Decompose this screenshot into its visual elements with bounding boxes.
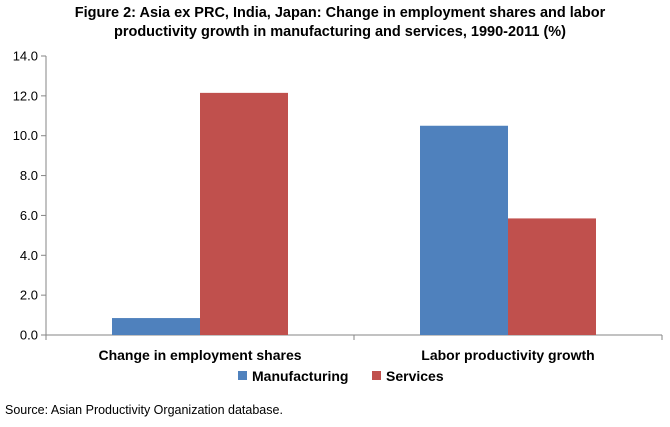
chart-title-line-2: productivity growth in manufacturing and… bbox=[113, 24, 567, 40]
source-note: Source: Asian Productivity Organization … bbox=[5, 403, 283, 417]
legend-label-services: Services bbox=[386, 368, 444, 384]
y-tick-label: 4.0 bbox=[20, 248, 38, 263]
chart-title-line-1: Figure 2: Asia ex PRC, India, Japan: Cha… bbox=[74, 5, 606, 21]
bar-services-1 bbox=[508, 218, 596, 335]
legend-swatch-manufacturing bbox=[238, 371, 247, 380]
y-tick-label: 10.0 bbox=[13, 128, 38, 143]
chart-labels: Change in employment shares Labor product… bbox=[98, 347, 594, 363]
y-tick-label: 12.0 bbox=[13, 88, 38, 103]
legend-swatch-services bbox=[372, 371, 381, 380]
y-tick-label: 14.0 bbox=[13, 49, 38, 64]
chart-legend: Manufacturing Services bbox=[238, 368, 444, 384]
legend-label-manufacturing: Manufacturing bbox=[252, 368, 348, 384]
y-tick-label: 6.0 bbox=[20, 208, 38, 223]
x-category-label: Change in employment shares bbox=[98, 347, 301, 363]
y-tick-label: 2.0 bbox=[20, 288, 38, 303]
chart-title: Figure 2: Asia ex PRC, India, Japan: Cha… bbox=[40, 4, 640, 42]
bar-chart: 0.0 2.0 4.0 6.0 8.0 10.0 12.0 14.0 Change in em… bbox=[13, 49, 663, 384]
x-category-label: Labor productivity growth bbox=[421, 347, 594, 363]
y-tick-label: 0.0 bbox=[20, 328, 38, 343]
bar-manufacturing-0 bbox=[112, 318, 200, 335]
bar-services-0 bbox=[200, 92, 288, 335]
chart-bars bbox=[112, 92, 596, 335]
y-tick-label: 8.0 bbox=[20, 168, 38, 183]
bar-manufacturing-1 bbox=[420, 125, 508, 335]
